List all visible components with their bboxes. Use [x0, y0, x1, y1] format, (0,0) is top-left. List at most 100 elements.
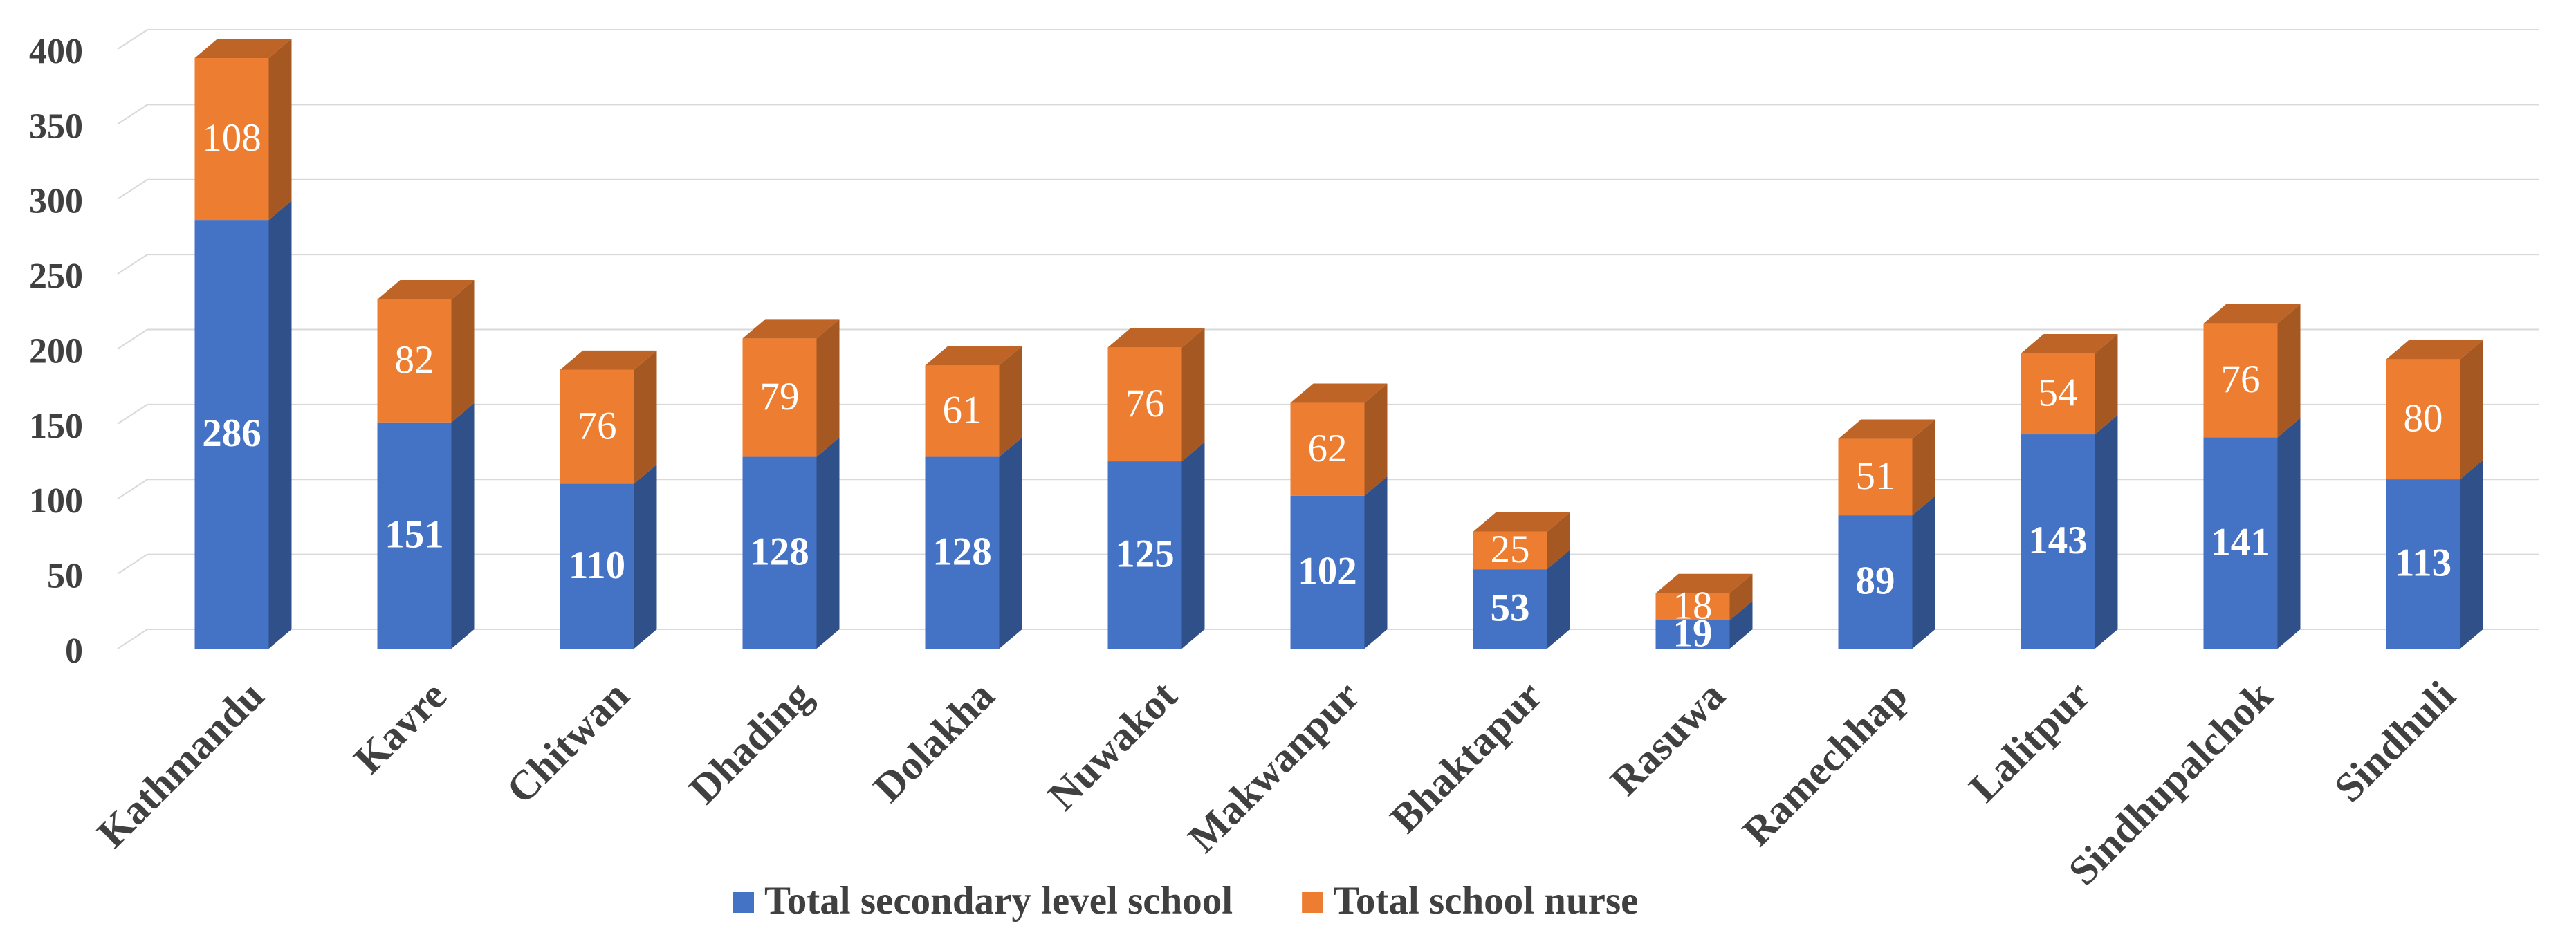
bar	[2021, 434, 2095, 649]
bar-side	[1729, 600, 1753, 649]
bar	[194, 220, 269, 649]
bar	[742, 456, 817, 649]
bar-side	[1547, 512, 1570, 570]
bar-top	[925, 346, 1022, 366]
bar	[377, 422, 452, 649]
bar-top	[560, 350, 657, 370]
bar-side	[634, 464, 657, 649]
bar-side	[451, 279, 475, 423]
bar-side	[268, 39, 292, 221]
grid-line-depth	[117, 479, 148, 500]
x-tick-label: Dhading	[681, 672, 820, 812]
data-label: 51	[1856, 454, 1895, 498]
bar-side	[1912, 419, 1935, 516]
bar	[2021, 353, 2095, 435]
x-tick-label: Ramechhap	[1733, 672, 1916, 855]
bar-side	[2095, 415, 2118, 649]
bar-top	[377, 279, 475, 299]
legend-swatch	[733, 892, 754, 913]
bar-top	[1107, 328, 1205, 348]
bar	[2203, 323, 2278, 438]
y-tick-label: 150	[29, 407, 83, 446]
bar-side	[268, 201, 292, 649]
data-label: 128	[750, 530, 809, 573]
bar	[1655, 620, 1730, 649]
legend-label: Total school nurse	[1333, 879, 1638, 923]
bar-side	[634, 350, 657, 484]
data-label: 125	[1115, 533, 1175, 576]
grid-line-depth	[117, 629, 148, 649]
bar-side	[1912, 496, 1935, 649]
y-tick-label: 200	[29, 331, 83, 371]
bar-side	[1181, 442, 1205, 649]
bar	[2386, 359, 2460, 480]
bar	[1290, 402, 1365, 496]
grid-line-depth	[117, 254, 148, 275]
data-label: 53	[1491, 586, 1530, 630]
bar-side	[2095, 334, 2118, 435]
legend-swatch	[1302, 892, 1323, 913]
bar	[1290, 495, 1365, 649]
bar	[560, 483, 634, 649]
bar-top	[2021, 334, 2118, 354]
bar	[1107, 347, 1182, 462]
y-tick-label: 250	[29, 257, 83, 296]
bar-top	[194, 39, 292, 59]
data-label: 102	[1298, 550, 1357, 593]
bar	[2203, 437, 2278, 649]
bar	[925, 365, 1000, 457]
bar-side	[2460, 340, 2483, 480]
data-label: 18	[1673, 584, 1713, 627]
bar-side	[999, 346, 1022, 457]
data-label: 110	[569, 544, 625, 587]
data-label: 286	[202, 411, 261, 455]
bar	[1655, 593, 1730, 620]
x-tick-label: Rasuwa	[1601, 672, 1733, 804]
bar	[377, 299, 452, 423]
grid-line-depth	[117, 404, 148, 425]
bar-side	[2460, 460, 2483, 649]
bar	[742, 338, 817, 457]
data-label: 108	[202, 116, 261, 160]
grid-line-depth	[117, 328, 148, 350]
bar	[1838, 515, 1913, 649]
x-tick-label: Dolakha	[865, 672, 1003, 811]
y-tick-label: 100	[29, 481, 83, 521]
data-label: 113	[2395, 541, 2451, 585]
bar	[1473, 531, 1547, 570]
bar	[1107, 461, 1182, 649]
bar-top	[2203, 304, 2301, 324]
bar-side	[999, 437, 1022, 649]
bar-top	[1838, 419, 1935, 439]
data-label: 76	[1125, 382, 1165, 425]
grid-line-depth	[117, 178, 148, 200]
y-tick-label: 350	[29, 107, 83, 146]
data-label: 76	[578, 404, 617, 447]
bar-top	[2386, 340, 2483, 360]
data-label: 79	[760, 375, 800, 418]
bar-top	[1290, 383, 1388, 403]
data-label: 54	[2039, 371, 2078, 415]
bar-side	[1364, 383, 1388, 496]
bar	[2386, 479, 2460, 649]
grid-line-depth	[117, 104, 148, 125]
x-tick-label: Nuwakot	[1039, 672, 1186, 819]
bar-top	[1473, 512, 1570, 532]
x-tick-label: Sindhuli	[2326, 672, 2464, 811]
bar	[925, 456, 1000, 649]
data-label: 76	[2221, 358, 2261, 401]
x-tick-label: Bhaktapur	[1381, 672, 1551, 842]
bar	[560, 369, 634, 484]
x-tick-label: Kathmandu	[89, 672, 273, 856]
legend-label: Total secondary level school	[764, 879, 1233, 923]
bar-side	[816, 319, 840, 457]
bar-side	[451, 402, 475, 649]
data-label: 143	[2028, 519, 2088, 562]
data-label: 25	[1491, 528, 1530, 571]
data-label: 151	[385, 512, 444, 556]
bar-side	[1364, 476, 1388, 649]
data-label: 80	[2404, 396, 2443, 440]
bar	[1838, 438, 1913, 516]
bar	[194, 58, 269, 221]
